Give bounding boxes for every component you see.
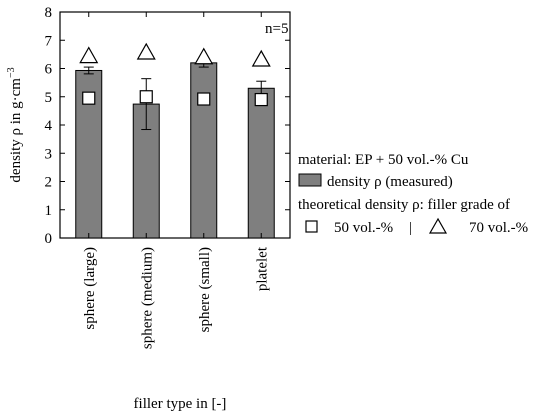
- theoretical-50-marker: [139, 90, 153, 104]
- y-tick-label: 1: [45, 203, 53, 219]
- legend-theoretical-label: theoretical density ρ: filler grade of: [298, 197, 510, 213]
- theoretical-50-marker: [254, 92, 268, 107]
- measured-density-bar: [190, 62, 218, 239]
- legend-square-marker-icon: [305, 220, 318, 233]
- x-tick-label: sphere (small): [197, 247, 213, 332]
- x-tick-label: platelet: [254, 246, 270, 291]
- theoretical-70-marker: [194, 47, 214, 65]
- ticks-group: 0 1 2 3 4 5 6 7 8 sphere (large) sphere (medium) sp…: [45, 5, 290, 349]
- y-tick-label: 0: [45, 231, 53, 247]
- legend-triangle-marker-icon: [428, 217, 448, 234]
- theoretical-50-marker: [197, 92, 211, 106]
- y-tick-label: 4: [45, 118, 53, 134]
- legend-title: material: EP + 50 vol.-% Cu: [298, 152, 469, 168]
- legend-separator: |: [409, 220, 412, 236]
- x-tick-label: sphere (large): [82, 247, 98, 330]
- y-tick-label: 7: [45, 33, 53, 49]
- theoretical-50-marker: [82, 91, 96, 105]
- x-axis-label: filler type in [-]: [134, 396, 227, 412]
- markers-group: [79, 42, 271, 107]
- y-tick-label: 3: [45, 146, 53, 162]
- n-annotation: n=5: [265, 21, 288, 37]
- legend: material: EP + 50 vol.-% Cu density ρ (m…: [298, 152, 528, 236]
- y-tick-label: 8: [45, 5, 53, 21]
- legend-measured-label: density ρ (measured): [327, 174, 453, 190]
- y-axis-unit-exponent: −3: [6, 67, 17, 78]
- legend-high-label: 70 vol.-%: [469, 220, 528, 236]
- theoretical-70-marker: [136, 42, 156, 60]
- theoretical-70-marker: [251, 49, 271, 67]
- bars-group: [75, 58, 275, 239]
- y-tick-label: 2: [45, 175, 53, 191]
- legend-bar-swatch: [298, 173, 322, 187]
- legend-low-label: 50 vol.-%: [334, 220, 393, 236]
- x-tick-label: sphere (medium): [139, 247, 155, 349]
- y-tick-label: 6: [45, 62, 53, 78]
- y-axis-label: density ρ in g·cm−3: [6, 67, 24, 182]
- theoretical-70-marker: [79, 46, 99, 64]
- y-tick-label: 5: [45, 90, 53, 106]
- measured-density-bar: [247, 87, 275, 239]
